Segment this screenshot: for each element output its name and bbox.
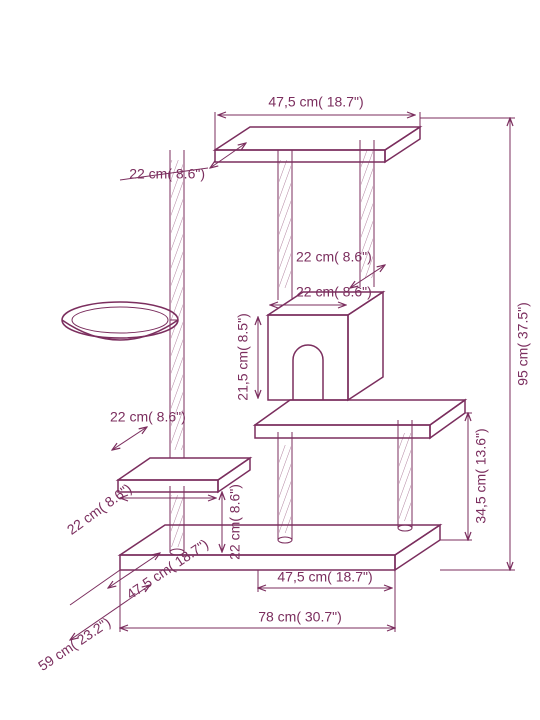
label-base-width-right: 47,5 cm( 18.7")	[277, 569, 372, 585]
right-platform	[255, 400, 465, 438]
right-upper-posts	[278, 140, 374, 300]
cat-tree-diagram: 47,5 cm( 18.7") 22 cm( 8.6") 95 cm( 37.5…	[0, 0, 540, 720]
label-house-width: 22 cm( 8.6")	[296, 284, 372, 300]
label-top-width: 47,5 cm( 18.7")	[268, 94, 363, 110]
left-lower-post	[170, 486, 184, 555]
hammock	[62, 302, 178, 340]
label-mid-left-height: 22 cm( 8.6")	[227, 484, 243, 560]
label-total-depth: 59 cm( 23.2")	[35, 614, 113, 674]
label-mid-left-depth: 22 cm( 8.6")	[110, 409, 186, 425]
label-total-width: 78 cm( 30.7")	[258, 609, 342, 625]
cat-house	[268, 292, 383, 400]
label-house-side: 21,5 cm( 8.5")	[235, 313, 251, 400]
label-total-height: 95 cm( 37.5")	[515, 302, 531, 386]
label-mid-left-front: 22 cm( 8.6")	[64, 480, 135, 537]
label-house-top-depth: 22 cm( 8.6")	[296, 249, 372, 265]
label-right-height: 34,5 cm( 13.6")	[473, 428, 489, 523]
top-platform	[215, 127, 420, 162]
